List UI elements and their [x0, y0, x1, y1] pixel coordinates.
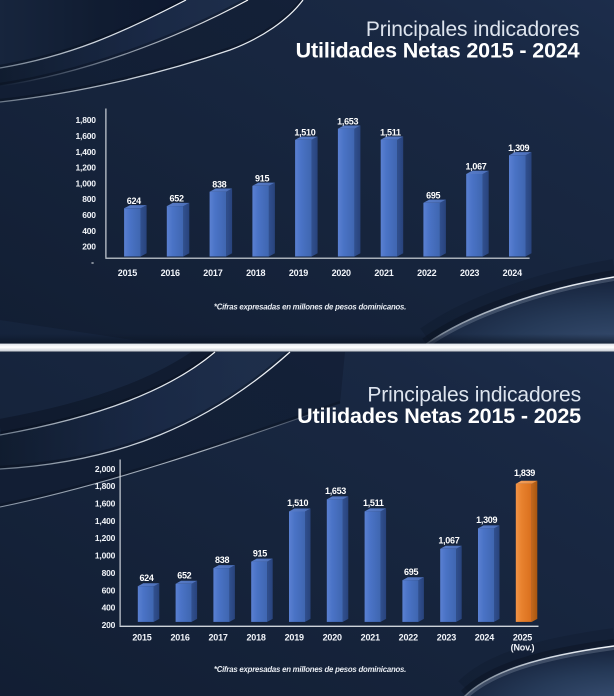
svg-text:1,067: 1,067 — [438, 536, 459, 546]
svg-text:915: 915 — [253, 548, 267, 558]
svg-text:1,600: 1,600 — [95, 499, 116, 509]
svg-text:1,839: 1,839 — [514, 468, 535, 478]
svg-text:Principales indicadores: Principales indicadores — [367, 384, 581, 407]
svg-text:2025: 2025 — [513, 633, 532, 643]
svg-text:400: 400 — [82, 226, 96, 236]
svg-text:200: 200 — [82, 242, 96, 252]
svg-text:1,511: 1,511 — [363, 498, 384, 508]
svg-text:2019: 2019 — [285, 633, 304, 643]
svg-text:2016: 2016 — [161, 268, 180, 278]
svg-text:838: 838 — [212, 179, 226, 189]
svg-text:1,000: 1,000 — [95, 551, 116, 561]
svg-text:-: - — [91, 257, 94, 267]
svg-text:Utilidades Netas 2015 - 2024: Utilidades Netas 2015 - 2024 — [296, 38, 580, 62]
svg-text:652: 652 — [177, 570, 191, 580]
svg-text:1,200: 1,200 — [76, 163, 97, 173]
svg-text:2021: 2021 — [361, 633, 380, 643]
svg-text:1,510: 1,510 — [294, 127, 315, 137]
svg-text:695: 695 — [426, 190, 440, 200]
svg-text:2021: 2021 — [374, 268, 393, 278]
svg-text:1,000: 1,000 — [76, 179, 97, 189]
svg-text:2016: 2016 — [170, 633, 189, 643]
svg-text:600: 600 — [82, 210, 96, 220]
svg-text:1,400: 1,400 — [95, 516, 116, 526]
svg-text:2023: 2023 — [437, 633, 456, 643]
svg-text:400: 400 — [102, 603, 116, 613]
svg-text:1,309: 1,309 — [476, 515, 497, 525]
svg-text:600: 600 — [102, 585, 116, 595]
svg-text:2017: 2017 — [208, 633, 227, 643]
svg-text:1,800: 1,800 — [76, 115, 97, 125]
svg-text:2023: 2023 — [460, 268, 479, 278]
svg-text:1,800: 1,800 — [95, 481, 116, 491]
svg-text:2020: 2020 — [323, 633, 342, 643]
svg-text:(Nov.): (Nov.) — [511, 643, 535, 653]
svg-text:915: 915 — [255, 173, 269, 183]
svg-text:200: 200 — [102, 620, 116, 630]
svg-text:1,511: 1,511 — [380, 127, 401, 137]
svg-text:2,000: 2,000 — [95, 464, 116, 474]
svg-text:1,653: 1,653 — [325, 486, 346, 496]
svg-text:1,510: 1,510 — [287, 498, 308, 508]
svg-text:2015: 2015 — [118, 268, 137, 278]
svg-text:Principales indicadores: Principales indicadores — [366, 18, 580, 41]
svg-text:1,309: 1,309 — [508, 143, 529, 153]
svg-text:Utilidades Netas 2015 - 2025: Utilidades Netas 2015 - 2025 — [297, 404, 581, 428]
svg-text:*Cifras expresadas en millones: *Cifras expresadas en millones de pesos … — [214, 665, 406, 674]
svg-text:1,200: 1,200 — [95, 533, 116, 543]
svg-text:*Cifras expresadas en millones: *Cifras expresadas en millones de pesos … — [214, 302, 406, 311]
svg-text:2017: 2017 — [203, 268, 222, 278]
svg-text:2018: 2018 — [246, 633, 265, 643]
svg-text:2022: 2022 — [417, 268, 436, 278]
svg-text:624: 624 — [127, 196, 141, 206]
svg-text:2018: 2018 — [246, 268, 265, 278]
svg-text:2024: 2024 — [503, 268, 522, 278]
svg-text:1,600: 1,600 — [76, 131, 97, 141]
svg-text:1,067: 1,067 — [465, 162, 486, 172]
svg-text:1,400: 1,400 — [76, 147, 97, 157]
svg-text:800: 800 — [82, 194, 96, 204]
svg-text:1,653: 1,653 — [337, 116, 358, 126]
svg-text:838: 838 — [215, 555, 229, 565]
svg-text:2020: 2020 — [332, 268, 351, 278]
svg-text:624: 624 — [139, 573, 153, 583]
svg-text:652: 652 — [170, 194, 184, 204]
svg-text:800: 800 — [102, 568, 116, 578]
svg-text:2019: 2019 — [289, 268, 308, 278]
svg-text:2024: 2024 — [475, 633, 494, 643]
svg-text:2022: 2022 — [399, 633, 418, 643]
svg-text:695: 695 — [404, 567, 418, 577]
svg-text:2015: 2015 — [132, 633, 151, 643]
